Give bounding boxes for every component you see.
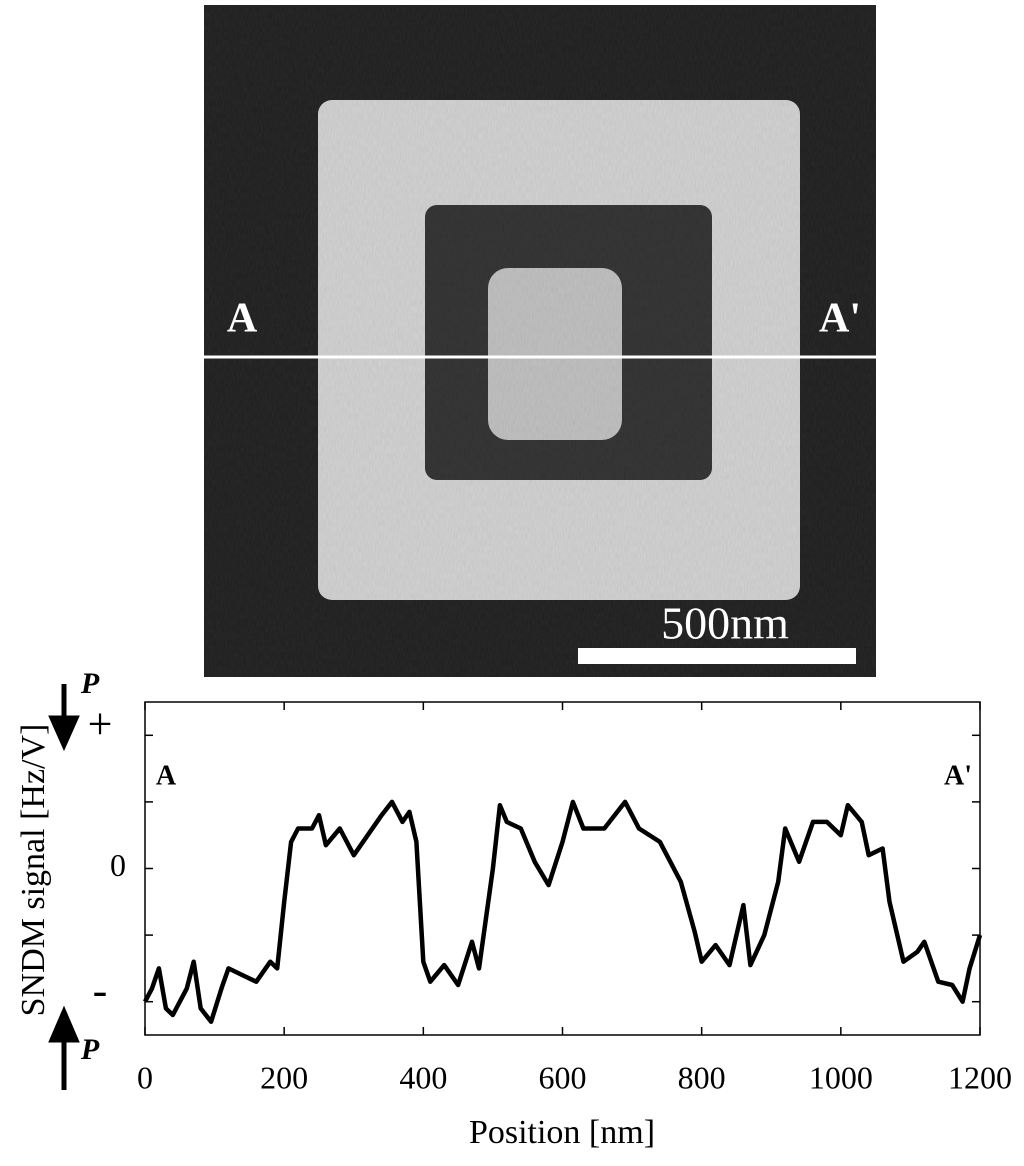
x-tick-label: 0 — [137, 1059, 153, 1095]
polarization-arrow — [48, 1005, 80, 1090]
polarization-arrow — [48, 684, 80, 752]
image-label: A — [227, 296, 258, 342]
sndm-image — [204, 5, 876, 677]
x-axis-label: Position [nm] — [469, 1114, 655, 1151]
annotation: A' — [944, 760, 972, 791]
center-domain — [488, 268, 622, 440]
x-tick-label: 400 — [399, 1059, 447, 1095]
x-tick-label: 200 — [260, 1059, 308, 1095]
y-tick-label: + — [88, 699, 113, 748]
x-tick-label: 1000 — [809, 1059, 873, 1095]
x-tick-label: 600 — [539, 1059, 587, 1095]
y-tick-label: 0 — [110, 847, 126, 883]
annotation: A — [156, 760, 177, 791]
scale-bar — [578, 648, 856, 664]
polarization-label: P — [80, 1033, 100, 1066]
polarization-label: P — [80, 667, 100, 700]
x-tick-label: 800 — [678, 1059, 726, 1095]
scale-bar-label: 500nm — [661, 598, 789, 649]
y-tick-label: - — [93, 966, 108, 1015]
y-axis-label: SNDM signal [Hz/V] — [15, 724, 52, 1017]
data-line — [143, 799, 983, 1024]
x-tick-label: 1200 — [948, 1059, 1012, 1095]
plot-frame — [144, 701, 981, 1036]
image-label: A' — [819, 296, 861, 342]
